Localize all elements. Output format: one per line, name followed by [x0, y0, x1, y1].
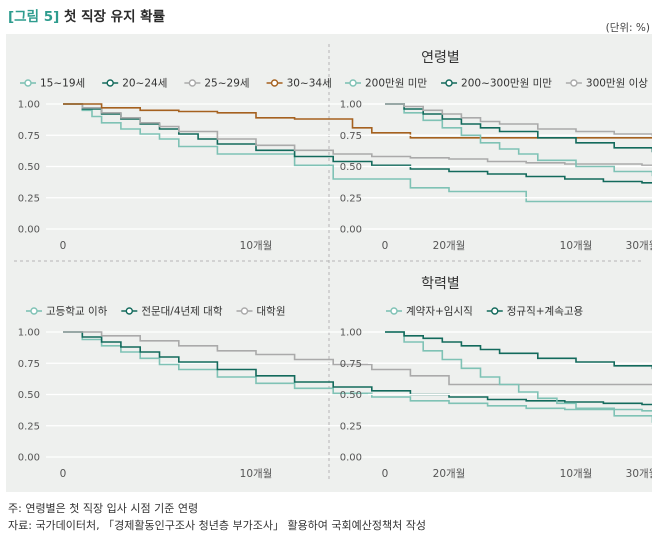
source-text: 자료: 국가데이터처, 「경제활동인구조사 청년층 부가조사」 활용하여 국회예…	[8, 519, 426, 532]
legend-marker	[570, 79, 578, 87]
series-line-2	[385, 331, 652, 370]
legend-marker	[188, 79, 197, 87]
legend-marker	[445, 79, 453, 87]
series-line-4	[63, 103, 652, 139]
x-tick-label: 20개월	[433, 468, 466, 480]
legend-label: 대학원	[257, 306, 286, 318]
y-tick-label: 1.00	[18, 100, 40, 111]
chart-panel-2: 임금구간별0.000.250.500.751.00010개월20개월30개월40…	[340, 78, 652, 252]
series-line-3	[63, 331, 652, 386]
y-tick-label: 0.75	[340, 131, 362, 142]
x-tick-label: 10개월	[560, 240, 593, 252]
note-text: 주: 연령별은 첫 직장 입사 시점 기준 연령	[8, 502, 199, 515]
x-tick-label: 10개월	[240, 240, 273, 252]
legend-label: 정규직+계속고용	[507, 306, 584, 318]
legend-label: 20~24세	[122, 78, 167, 90]
legend-label: 계약자+임시직	[406, 305, 473, 318]
x-tick-label: 0	[60, 240, 67, 252]
chart-title: 연령별	[421, 50, 460, 66]
y-tick-label: 0.00	[340, 225, 362, 236]
y-tick-label: 0.50	[18, 162, 40, 173]
charts-grid: 연령별0.000.250.500.751.00010개월20개월30개월40개월…	[14, 44, 652, 482]
legend-label: 200만원 미만	[365, 78, 427, 90]
y-tick-label: 0.25	[340, 193, 362, 204]
x-tick-label: 0	[382, 240, 389, 252]
y-tick-label: 0.50	[18, 390, 40, 401]
y-tick-label: 1.00	[340, 100, 362, 111]
legend-marker	[240, 307, 249, 315]
x-tick-label: 0	[382, 468, 389, 480]
y-tick-label: 1.00	[340, 328, 362, 339]
y-tick-label: 0.25	[18, 421, 40, 432]
series-line-2	[385, 103, 652, 153]
series-line-2	[63, 331, 652, 406]
legend-marker	[125, 307, 134, 315]
y-tick-label: 0.50	[340, 390, 362, 401]
legend-marker	[349, 79, 357, 87]
figure-title-text: 첫 직장 유지 확률	[63, 9, 166, 25]
y-tick-label: 0.75	[18, 131, 40, 142]
y-tick-label: 0.00	[340, 453, 362, 464]
legend-label: 25~29세	[204, 78, 249, 90]
legend-marker	[390, 307, 398, 315]
series-line-2	[63, 103, 652, 184]
series-line-1	[385, 331, 652, 423]
legend-label: 전문대/4년제 대학	[141, 306, 223, 318]
legend-marker	[106, 79, 114, 87]
y-tick-label: 0.25	[340, 421, 362, 432]
series-line-1	[63, 331, 652, 412]
chart-panel-4: 근로형태별0.000.250.500.751.00010개월20개월30개월40…	[340, 305, 652, 480]
legend-label: 300만원 이상	[586, 78, 648, 90]
chart-panel-1: 연령별0.000.250.500.751.00010개월20개월30개월40개월…	[18, 50, 652, 252]
figure-tag: [그림 5]	[8, 9, 60, 25]
y-tick-label: 0.00	[18, 453, 40, 464]
y-tick-label: 0.25	[18, 193, 40, 204]
x-tick-label: 10개월	[560, 468, 593, 480]
series-line-3	[385, 103, 652, 137]
legend-label: 15~19세	[40, 78, 85, 90]
notes: 주: 연령별은 첫 직장 입사 시점 기준 연령 자료: 국가데이터처, 「경제…	[8, 500, 426, 534]
x-tick-label: 20개월	[433, 240, 466, 252]
y-tick-label: 0.00	[18, 225, 40, 236]
chart-title: 학력별	[421, 276, 460, 292]
y-tick-label: 0.75	[18, 359, 40, 370]
x-tick-label: 30개월	[626, 468, 652, 480]
legend-marker	[24, 79, 32, 87]
x-tick-label: 10개월	[240, 468, 273, 480]
series-line-1	[63, 103, 652, 203]
unit-label: (단위: %)	[605, 22, 650, 34]
y-tick-label: 0.75	[340, 359, 362, 370]
series-line-3	[63, 103, 652, 167]
legend-label: 고등학교 이하	[46, 305, 108, 318]
x-tick-label: 0	[60, 468, 67, 480]
figure-title: [그림 5] 첫 직장 유지 확률	[8, 5, 165, 25]
y-tick-label: 0.50	[340, 162, 362, 173]
legend-marker	[491, 307, 499, 315]
series-line-1	[385, 103, 652, 177]
y-tick-label: 1.00	[18, 328, 40, 339]
legend-marker	[270, 79, 279, 87]
legend-label: 200~300만원 미만	[461, 78, 552, 90]
legend-label: 30~34세	[287, 78, 332, 90]
legend-marker	[30, 307, 38, 315]
x-tick-label: 30개월	[626, 240, 652, 252]
